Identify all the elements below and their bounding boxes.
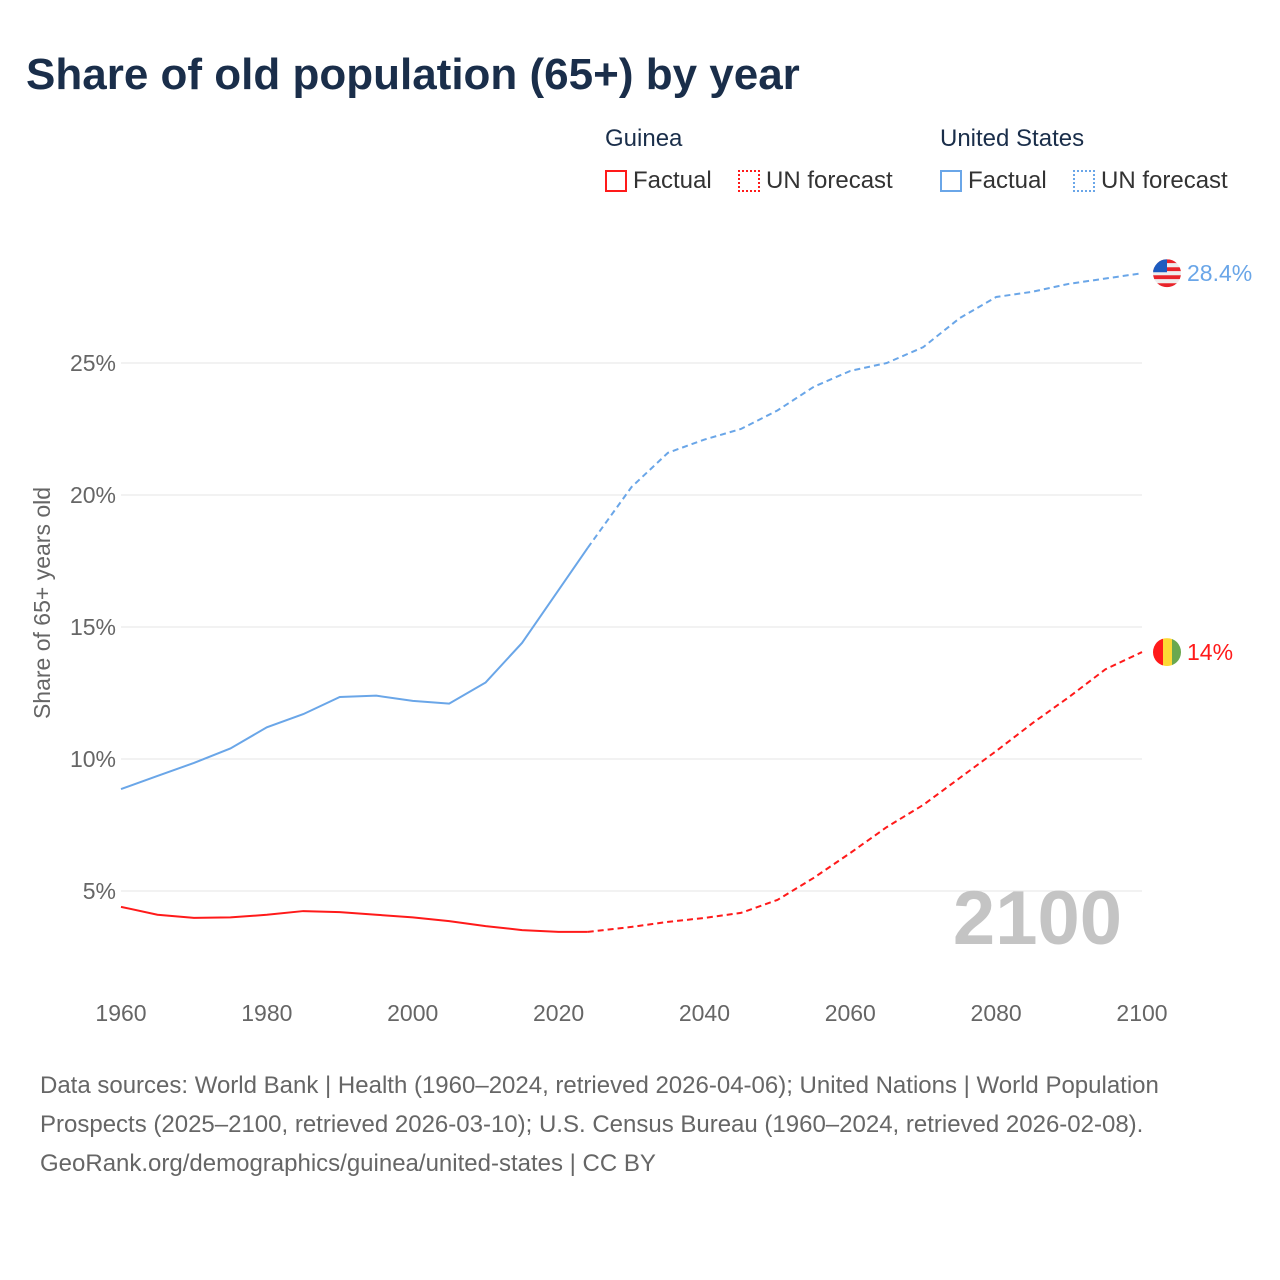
y-axis-label: Share of 65+ years old — [29, 487, 55, 719]
y-tick-label: 5% — [83, 878, 116, 904]
legend-us-heading: United States — [940, 125, 1085, 152]
end-value-label: 28.4% — [1187, 260, 1252, 286]
footer: Data sources: World Bank | Health (1960–… — [40, 1066, 1240, 1183]
legend-guinea-forecast[interactable]: UN forecast — [738, 167, 893, 195]
legend-us-forecast[interactable]: UN forecast — [1073, 167, 1228, 195]
x-tick-label: 2020 — [533, 1000, 584, 1026]
year-watermark: 2100 — [953, 876, 1122, 961]
legend-label: UN forecast — [766, 167, 893, 194]
series-line-factual-1 — [120, 905, 588, 933]
series-line-forecast-0 — [586, 272, 1143, 549]
y-tick-label: 15% — [70, 614, 116, 640]
y-tick-label: 10% — [70, 746, 116, 772]
credit-link[interactable]: GeoRank.org/demographics/guinea/united-s… — [40, 1150, 656, 1177]
y-tick-label: 25% — [70, 350, 116, 376]
series-line-factual-0 — [120, 547, 589, 791]
x-tick-label: 1960 — [95, 1000, 146, 1026]
data-sources: Data sources: World Bank | Health (1960–… — [40, 1072, 1159, 1138]
x-tick-label: 2100 — [1116, 1000, 1167, 1026]
x-tick-label: 2080 — [971, 1000, 1022, 1026]
legend-label: Factual — [968, 167, 1047, 194]
legend-us-factual[interactable]: Factual — [940, 167, 1047, 195]
legend-guinea-heading: Guinea — [605, 125, 683, 152]
y-tick-label: 20% — [70, 482, 116, 508]
us-flag-icon — [1153, 259, 1181, 288]
chart-title: Share of old population (65+) by year — [26, 50, 800, 99]
legend-label: Factual — [633, 167, 712, 194]
x-tick-label: 1980 — [241, 1000, 292, 1026]
x-tick-label: 2060 — [825, 1000, 876, 1026]
legend-swatch-dotted — [1073, 170, 1095, 192]
end-value-label: 14% — [1187, 639, 1233, 665]
legend-swatch-solid — [940, 170, 962, 192]
plot-area: 5% 10% 15% 20% 25% 1960 1980 2000 2020 2040 2060 20… — [29, 259, 1252, 1026]
legend-guinea-factual[interactable]: Factual — [605, 167, 712, 195]
legend-swatch-dotted — [738, 170, 760, 192]
x-tick-label: 2040 — [679, 1000, 730, 1026]
series-line-forecast-1 — [587, 651, 1143, 933]
x-tick-label: 2000 — [387, 1000, 438, 1026]
legend-swatch-solid — [605, 170, 627, 192]
legend-label: UN forecast — [1101, 167, 1228, 194]
guinea-flag-icon — [1153, 638, 1181, 667]
